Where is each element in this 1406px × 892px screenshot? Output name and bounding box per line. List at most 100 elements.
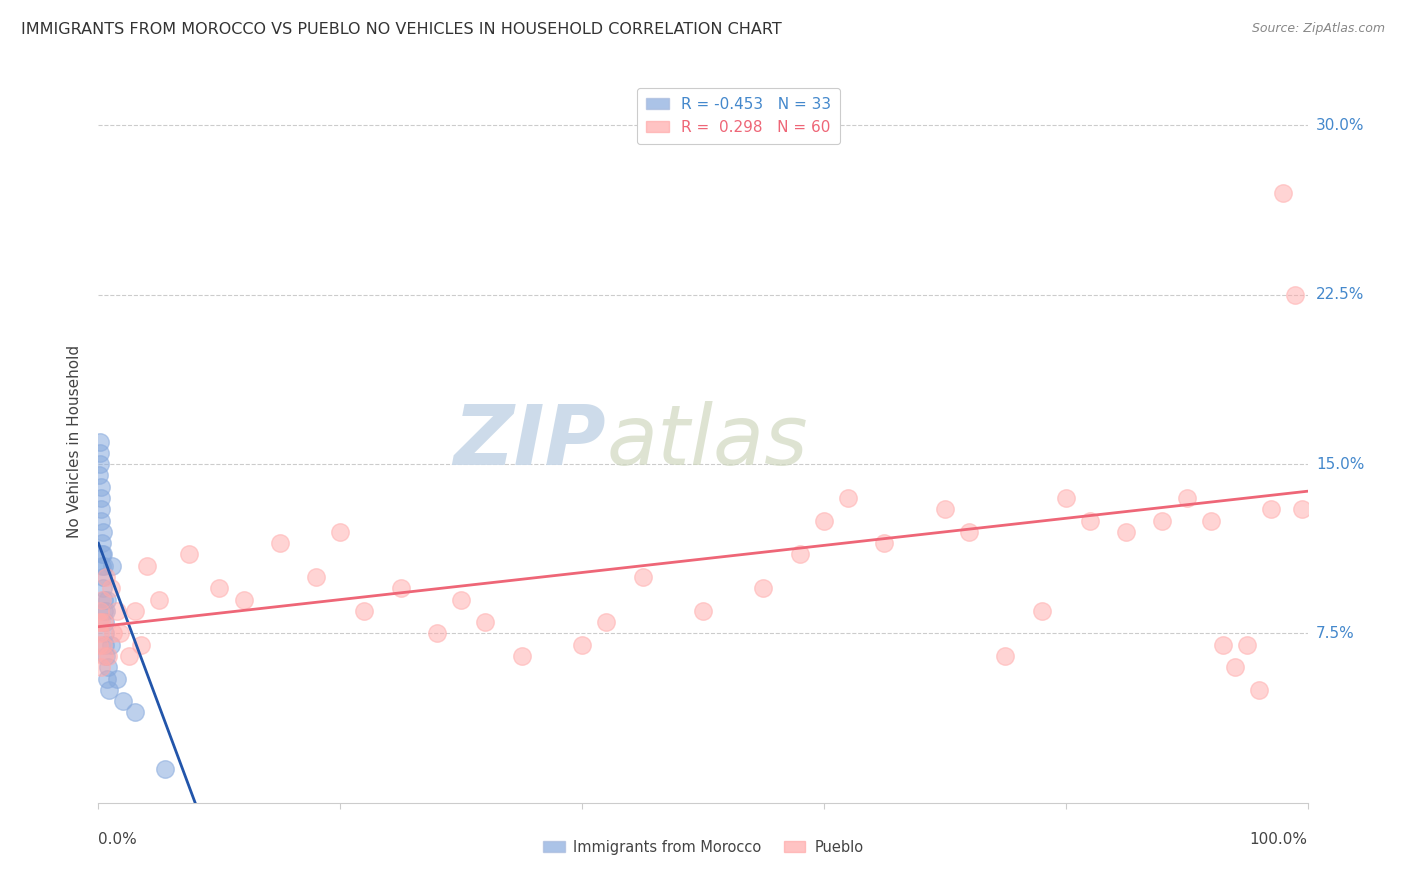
- Text: 22.5%: 22.5%: [1316, 287, 1364, 302]
- Point: [97, 648, 120, 663]
- Point: [90, 502, 112, 516]
- Point: [957, 524, 980, 539]
- Point: [1212, 638, 1234, 652]
- Text: 30.0%: 30.0%: [1316, 118, 1364, 133]
- Point: [1078, 514, 1101, 528]
- Point: [1249, 682, 1271, 697]
- Point: [179, 548, 201, 562]
- Point: [93, 548, 115, 562]
- Point: [93, 615, 115, 630]
- Point: [89, 604, 111, 618]
- Text: atlas: atlas: [606, 401, 808, 482]
- Point: [1054, 491, 1077, 505]
- Point: [89, 434, 111, 449]
- Point: [101, 626, 124, 640]
- Point: [305, 570, 328, 584]
- Point: [111, 694, 134, 708]
- Text: 0.0%: 0.0%: [98, 831, 138, 847]
- Point: [571, 638, 593, 652]
- Point: [1236, 638, 1258, 652]
- Point: [91, 638, 114, 652]
- Point: [90, 660, 112, 674]
- Point: [90, 615, 112, 630]
- Point: [94, 615, 117, 630]
- Point: [789, 548, 811, 562]
- Point: [94, 604, 117, 618]
- Point: [873, 536, 896, 550]
- Point: [934, 502, 956, 516]
- Point: [124, 604, 146, 618]
- Point: [96, 648, 118, 663]
- Point: [232, 592, 254, 607]
- Point: [994, 648, 1017, 663]
- Point: [426, 626, 449, 640]
- Point: [148, 592, 170, 607]
- Point: [93, 604, 115, 618]
- Point: [752, 582, 775, 596]
- Point: [1031, 604, 1053, 618]
- Point: [153, 762, 176, 776]
- Point: [89, 626, 111, 640]
- Point: [1175, 491, 1198, 505]
- Point: [100, 582, 122, 596]
- Text: 15.0%: 15.0%: [1316, 457, 1364, 472]
- Point: [93, 558, 115, 573]
- Legend: Immigrants from Morocco, Pueblo: Immigrants from Morocco, Pueblo: [537, 834, 869, 861]
- Point: [105, 604, 128, 618]
- Point: [1152, 514, 1174, 528]
- Point: [91, 592, 114, 607]
- Point: [89, 638, 111, 652]
- Text: IMMIGRANTS FROM MOROCCO VS PUEBLO NO VEHICLES IN HOUSEHOLD CORRELATION CHART: IMMIGRANTS FROM MOROCCO VS PUEBLO NO VEH…: [21, 22, 782, 37]
- Point: [91, 558, 114, 573]
- Point: [100, 638, 122, 652]
- Point: [124, 706, 146, 720]
- Point: [450, 592, 472, 607]
- Point: [1223, 660, 1246, 674]
- Point: [91, 548, 114, 562]
- Point: [595, 615, 617, 630]
- Point: [87, 615, 110, 630]
- Point: [89, 457, 111, 471]
- Point: [1199, 514, 1222, 528]
- Point: [89, 446, 111, 460]
- Point: [90, 514, 112, 528]
- Point: [87, 468, 110, 483]
- Point: [90, 536, 112, 550]
- Point: [91, 524, 114, 539]
- Point: [90, 480, 112, 494]
- Point: [96, 592, 118, 607]
- Point: [692, 604, 714, 618]
- Point: [837, 491, 859, 505]
- Point: [98, 682, 121, 697]
- Point: [1291, 502, 1313, 516]
- Point: [389, 582, 412, 596]
- Point: [93, 648, 115, 663]
- Text: ZIP: ZIP: [454, 401, 606, 482]
- Point: [96, 672, 118, 686]
- Point: [1284, 287, 1306, 301]
- Point: [100, 558, 122, 573]
- Point: [129, 638, 152, 652]
- Point: [108, 626, 131, 640]
- Point: [269, 536, 291, 550]
- Point: [94, 570, 117, 584]
- Text: 100.0%: 100.0%: [1250, 831, 1308, 847]
- Point: [208, 582, 231, 596]
- Point: [91, 582, 114, 596]
- Point: [353, 604, 375, 618]
- Point: [105, 672, 128, 686]
- Point: [94, 638, 117, 652]
- Point: [118, 648, 141, 663]
- Y-axis label: No Vehicles in Household: No Vehicles in Household: [67, 345, 83, 538]
- Point: [474, 615, 496, 630]
- Point: [93, 626, 115, 640]
- Point: [1272, 186, 1295, 201]
- Text: 7.5%: 7.5%: [1316, 626, 1354, 641]
- Point: [135, 558, 157, 573]
- Point: [510, 648, 533, 663]
- Point: [91, 570, 114, 584]
- Point: [631, 570, 654, 584]
- Point: [1260, 502, 1282, 516]
- Point: [93, 592, 115, 607]
- Point: [329, 524, 352, 539]
